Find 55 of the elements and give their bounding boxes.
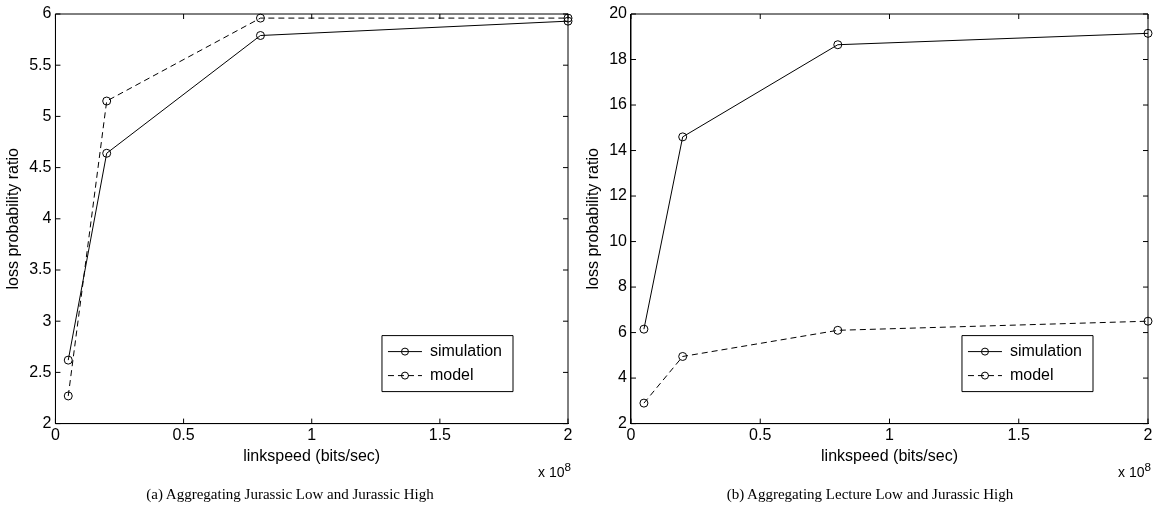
point: [102, 96, 112, 106]
y-axis-title: loss probability ratio: [4, 148, 22, 290]
text: (b) Aggregating Lecture Low and Jurassic High: [725, 486, 1015, 503]
y-tick-label: 2: [42, 414, 52, 432]
x-tick-label: 0: [50, 425, 60, 443]
point: [833, 40, 843, 50]
point: [833, 325, 843, 335]
y-tick-label: 5: [42, 106, 52, 124]
y-tick-label: 14: [609, 140, 628, 158]
y-tick-label: 5.5: [29, 55, 52, 73]
y-tick-label: 4.5: [29, 158, 52, 176]
y-tick-label: 2.5: [29, 362, 52, 380]
point: [639, 398, 649, 408]
text: x 10$^{8}$: [1118, 459, 1151, 480]
legend-label: simulation: [429, 342, 502, 360]
y-tick-label: 8: [618, 277, 628, 295]
text: (a) Aggregating Jurassic Low and Jurassic High: [145, 486, 435, 503]
point: [1143, 316, 1153, 326]
x-tick-label: 0: [626, 425, 636, 443]
text: x 10$^{8}$: [538, 459, 571, 480]
x-tick-label: 0.5: [172, 425, 195, 443]
point: [678, 132, 688, 142]
y-tick-label: 12: [609, 186, 628, 204]
point: [639, 324, 649, 334]
y-axis-title: loss probability ratio: [584, 148, 602, 290]
x-axis-title: linkspeed (bits/sec): [243, 446, 381, 464]
y-tick-label: 6: [42, 4, 52, 22]
y-tick-label: 18: [609, 49, 628, 67]
y-tick-label: 2: [618, 414, 628, 432]
x-axis-title: linkspeed (bits/sec): [821, 446, 958, 464]
point: [63, 391, 73, 401]
y-tick-label: 6: [618, 322, 628, 340]
point: [1143, 28, 1153, 38]
legend-label: model: [429, 366, 474, 384]
point: [63, 355, 73, 365]
x-tick-label: 1: [307, 425, 317, 443]
x-tick-label: 0.5: [749, 425, 772, 443]
x-tick-label: 1.5: [428, 425, 452, 443]
legend-label: simulation: [1009, 342, 1082, 360]
y-tick-label: 4: [618, 368, 628, 386]
point: [102, 148, 112, 158]
y-tick-label: 16: [609, 95, 628, 113]
x-tick-label: 2: [1143, 425, 1153, 443]
point: [678, 351, 688, 361]
y-tick-label: 10: [609, 231, 628, 249]
y-tick-label: 3: [42, 311, 52, 329]
x-tick-label: 1: [885, 425, 895, 443]
x-tick-label: 1.5: [1007, 425, 1030, 443]
point: [255, 31, 265, 40]
y-tick-label: 3.5: [29, 260, 52, 278]
y-tick-label: 4: [42, 209, 52, 227]
y-tick-label: 20: [609, 4, 628, 22]
x-tick-label: 2: [563, 425, 573, 443]
legend-label: model: [1009, 366, 1054, 384]
point: [255, 13, 265, 23]
